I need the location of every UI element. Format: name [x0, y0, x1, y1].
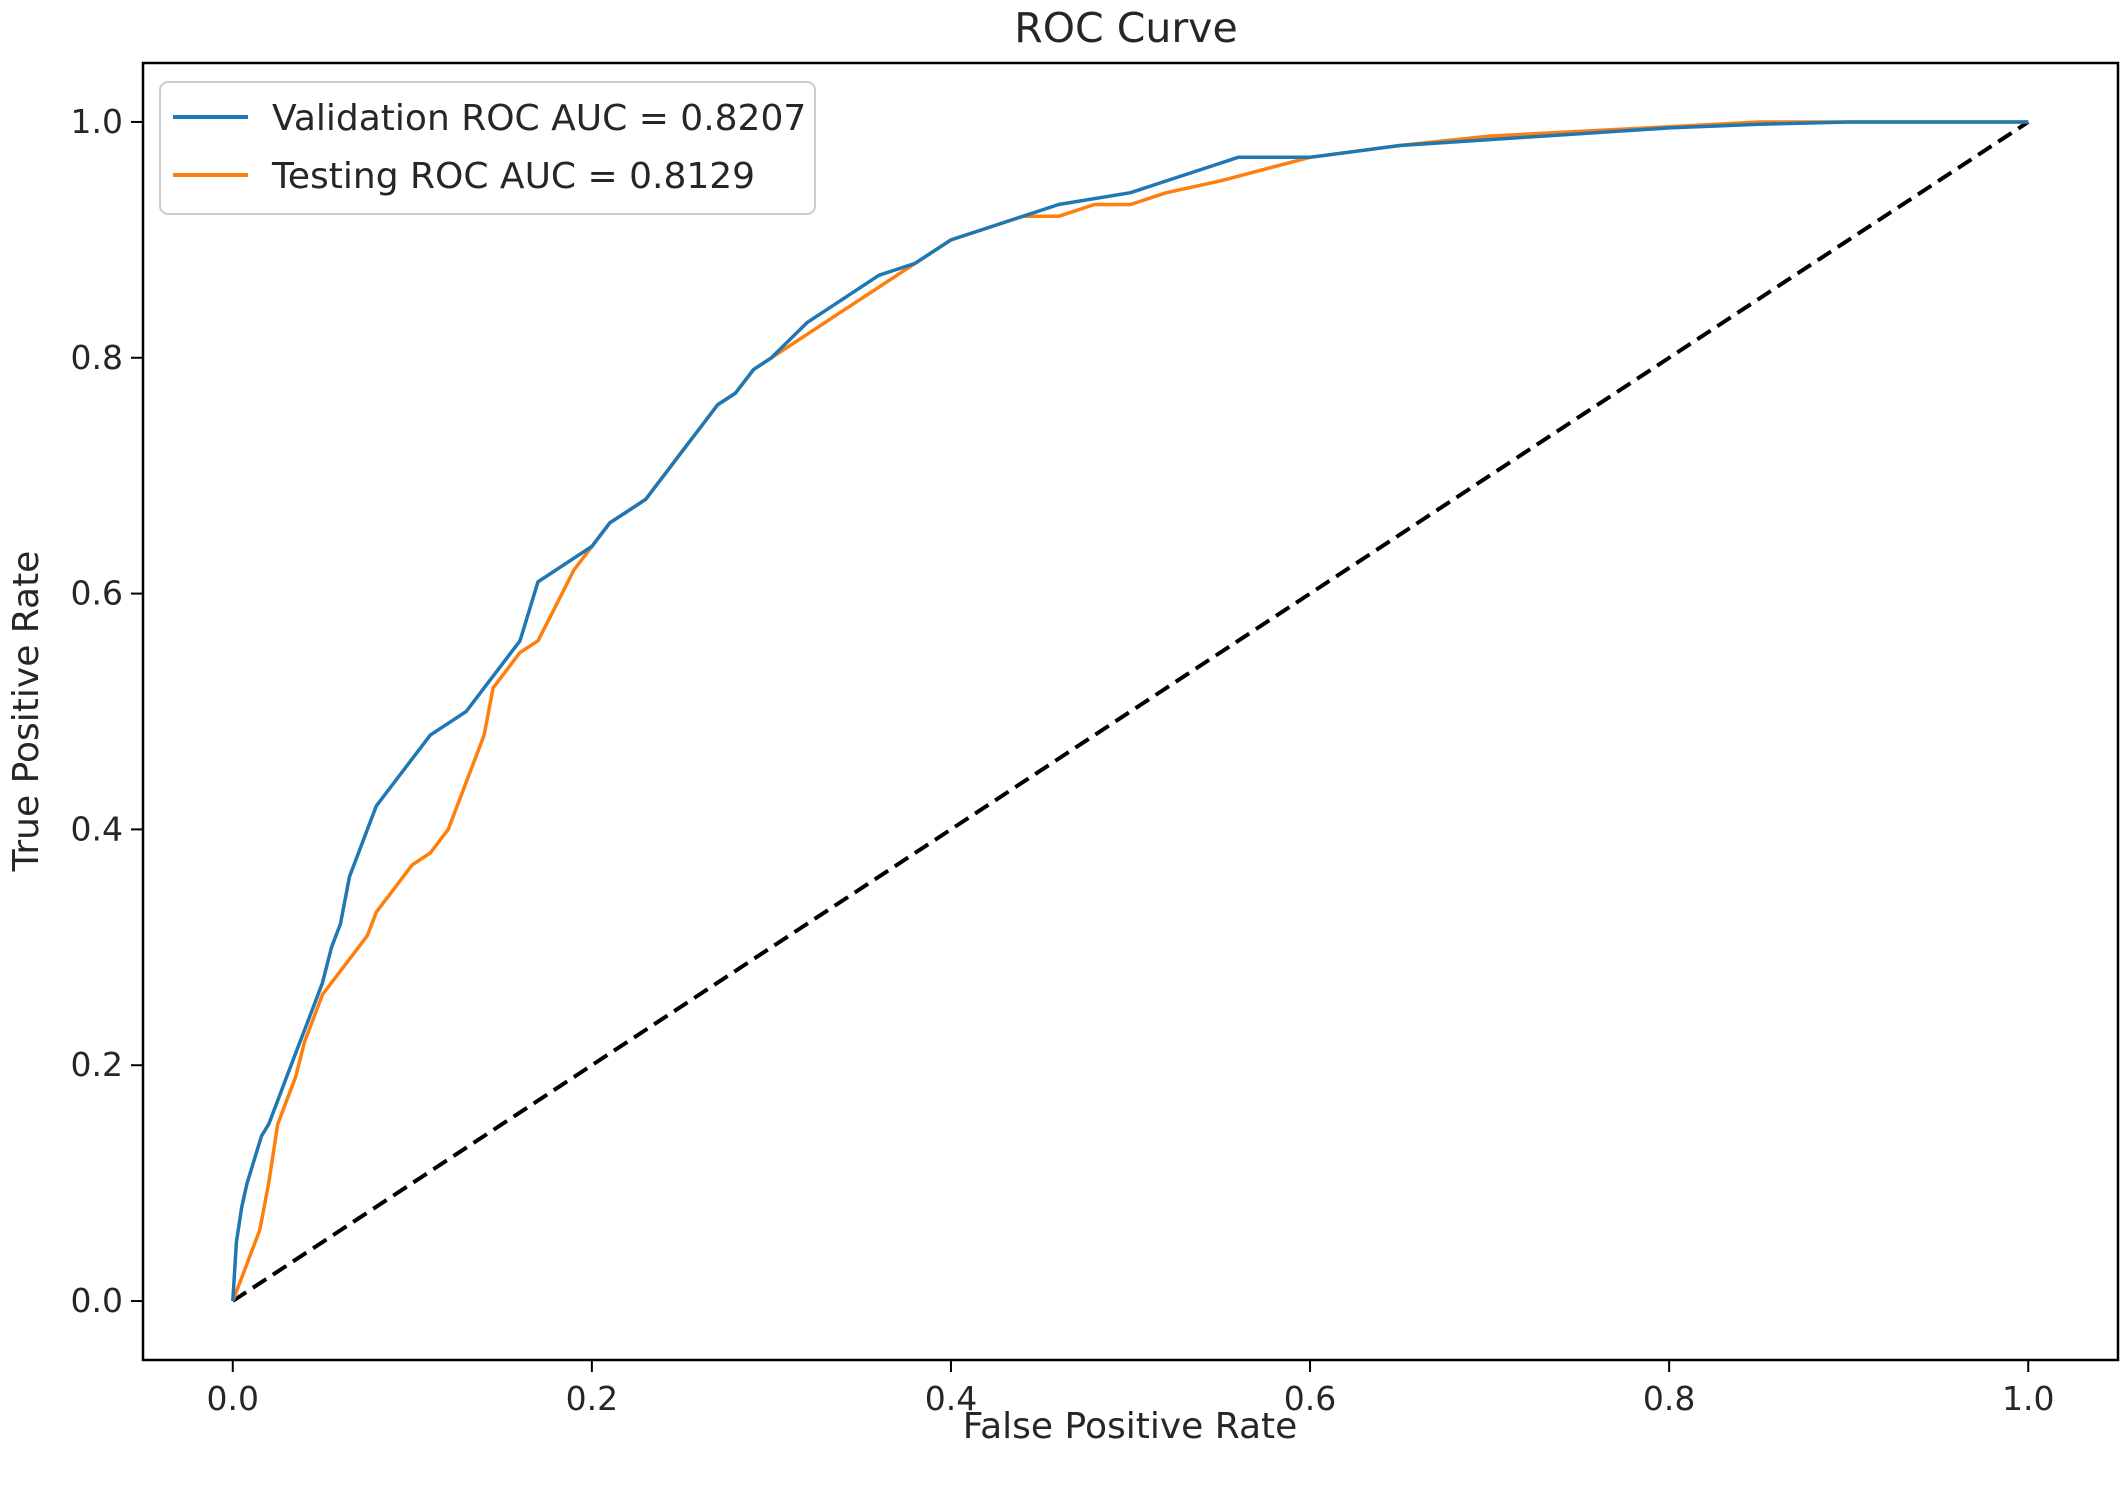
series-line-testing — [231, 120, 2029, 1302]
plot-area — [231, 120, 2030, 1303]
legend: Validation ROC AUC = 0.8207 Testing ROC … — [159, 81, 816, 215]
y-tick-label: 0.4 — [71, 809, 123, 848]
y-axis-label: True Positive Rate — [6, 551, 47, 873]
chart-title: ROC Curve — [1014, 4, 1237, 52]
x-tick-label: 0.6 — [1284, 1379, 1336, 1418]
x-tick-label: 0.0 — [207, 1379, 259, 1418]
axes-frame — [141, 61, 2120, 1362]
y-tick-label: 0.6 — [71, 574, 123, 613]
axis-ticks: 0.0 0.2 0.4 0.6 0.8 1.0 0.0 0.2 0.4 0.6 0.8 1.0 — [71, 102, 2055, 1418]
x-tick-label: 0.4 — [925, 1379, 977, 1418]
y-tick-label: 0.0 — [71, 1281, 123, 1320]
x-tick-label: 0.2 — [566, 1379, 618, 1418]
legend-frame — [159, 81, 816, 215]
x-tick-label: 1.0 — [2002, 1379, 2054, 1418]
series-line-validation — [231, 120, 2029, 1302]
x-tick-label: 0.8 — [1643, 1379, 1695, 1418]
legend-label-testing: Testing ROC AUC = 0.8129 — [271, 156, 755, 197]
y-tick-label: 0.2 — [71, 1045, 123, 1084]
legend-label-validation: Validation ROC AUC = 0.8207 — [272, 98, 806, 139]
y-tick-label: 0.8 — [71, 338, 123, 377]
chance-line — [231, 120, 2030, 1303]
y-tick-label: 1.0 — [71, 102, 123, 141]
x-axis-label: False Positive Rate — [963, 1406, 1298, 1447]
